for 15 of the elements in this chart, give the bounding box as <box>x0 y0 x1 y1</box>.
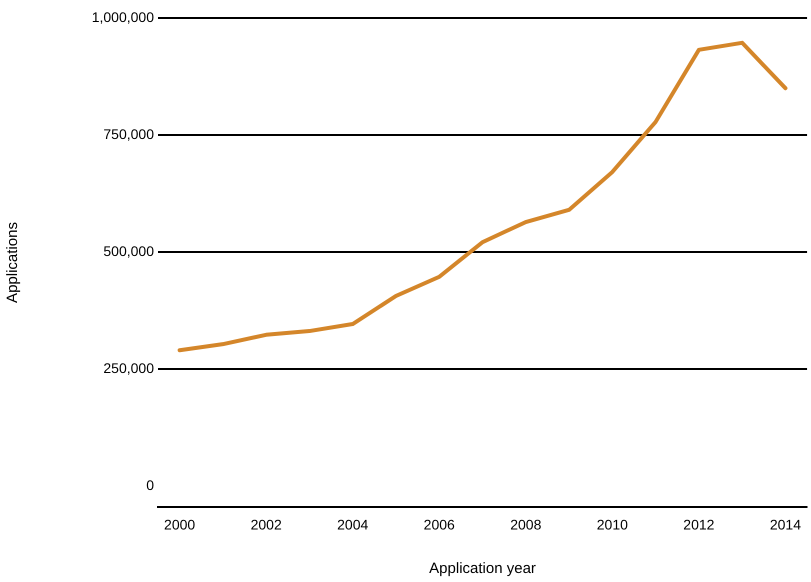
x-axis-title: Application year <box>429 560 536 578</box>
y-tick-label: 1,000,000 <box>92 8 154 25</box>
x-tick-label: 2004 <box>337 516 368 532</box>
y-axis-title: Applications <box>4 222 22 303</box>
x-tick-label: 2012 <box>683 516 715 532</box>
x-tick-label: 2014 <box>770 516 802 532</box>
x-tick-label: 2008 <box>510 516 542 532</box>
x-tick-label: 2000 <box>164 516 196 532</box>
y-tick-label: 750,000 <box>103 126 154 142</box>
y-tick-label: 500,000 <box>103 242 154 259</box>
y-tick-label: 250,000 <box>103 360 154 376</box>
y-tick-label: 0 <box>146 476 154 493</box>
x-tick-label: 2002 <box>250 516 282 532</box>
x-tick-label: 2010 <box>596 516 628 532</box>
x-tick-label: 2006 <box>424 516 456 532</box>
